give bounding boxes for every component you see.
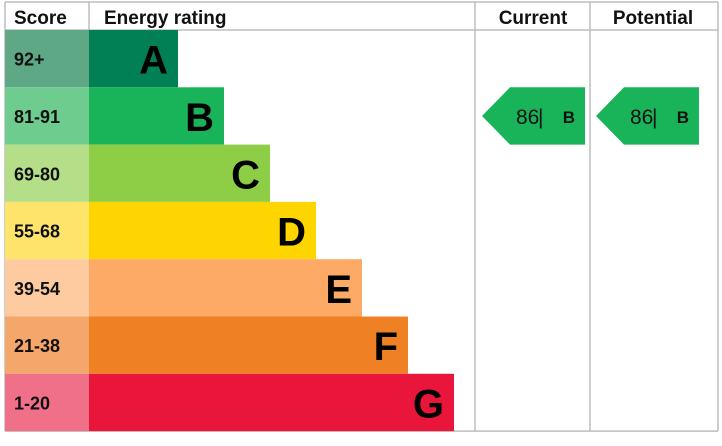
score-cell (5, 201, 89, 260)
score-cell (5, 316, 89, 374)
rating-bar (89, 87, 224, 145)
current-rating-arrow-letter: B (563, 108, 575, 127)
potential-rating-arrow-separator: | (652, 106, 657, 129)
rating-bar (89, 316, 408, 374)
score-cell (5, 259, 89, 317)
score-range: 21-38 (14, 336, 60, 356)
rating-bands: 92+ A 81-91 B 69-80 C 55-68 D 39-54 E 21-38 F 1-20 G (5, 30, 454, 432)
score-range: 69-80 (14, 164, 60, 184)
potential-rating-arrow-shape (596, 87, 699, 145)
rating-letter: B (185, 96, 214, 140)
score-range: 81-91 (14, 107, 60, 127)
score-cell (5, 144, 89, 202)
rating-letter: D (277, 211, 306, 255)
header-current: Current (499, 8, 568, 29)
score-range: 1-20 (14, 393, 50, 413)
band-d: 55-68 D (5, 201, 316, 260)
band-b: 81-91 B (5, 87, 224, 145)
score-cell (5, 87, 89, 145)
current-rating-arrow-separator: | (538, 106, 543, 129)
rating-letter: F (374, 325, 398, 369)
potential-rating-arrow: 86| B (596, 87, 699, 145)
rating-bar (89, 373, 454, 432)
current-rating-arrow-score: 86 (516, 106, 539, 129)
rating-letter: A (139, 39, 168, 83)
score-cell (5, 30, 89, 88)
current-rating-arrow: 86| B (482, 87, 585, 145)
header-potential: Potential (613, 8, 693, 29)
score-range: 39-54 (14, 279, 60, 299)
current-rating-arrow-shape (482, 87, 585, 145)
band-g: 1-20 G (5, 373, 454, 432)
rating-letter: C (231, 153, 260, 197)
rating-bar (89, 30, 178, 88)
score-range: 92+ (14, 50, 45, 70)
potential-rating-arrow-score: 86 (630, 106, 653, 129)
rating-arrows: 86| B 86| B (482, 87, 699, 145)
score-range: 55-68 (14, 222, 60, 242)
rating-bar (89, 201, 316, 260)
band-a: 92+ A (5, 30, 178, 88)
band-e: 39-54 E (5, 259, 362, 317)
rating-bar (89, 144, 270, 202)
rating-letter: G (413, 382, 444, 426)
rating-letter: E (325, 268, 352, 312)
header-energy-rating: Energy rating (104, 8, 226, 29)
header-score: Score (14, 8, 67, 29)
score-cell (5, 373, 89, 432)
band-c: 69-80 C (5, 144, 270, 202)
band-f: 21-38 F (5, 316, 408, 374)
potential-rating-arrow-letter: B (677, 108, 689, 127)
rating-bar (89, 259, 362, 317)
